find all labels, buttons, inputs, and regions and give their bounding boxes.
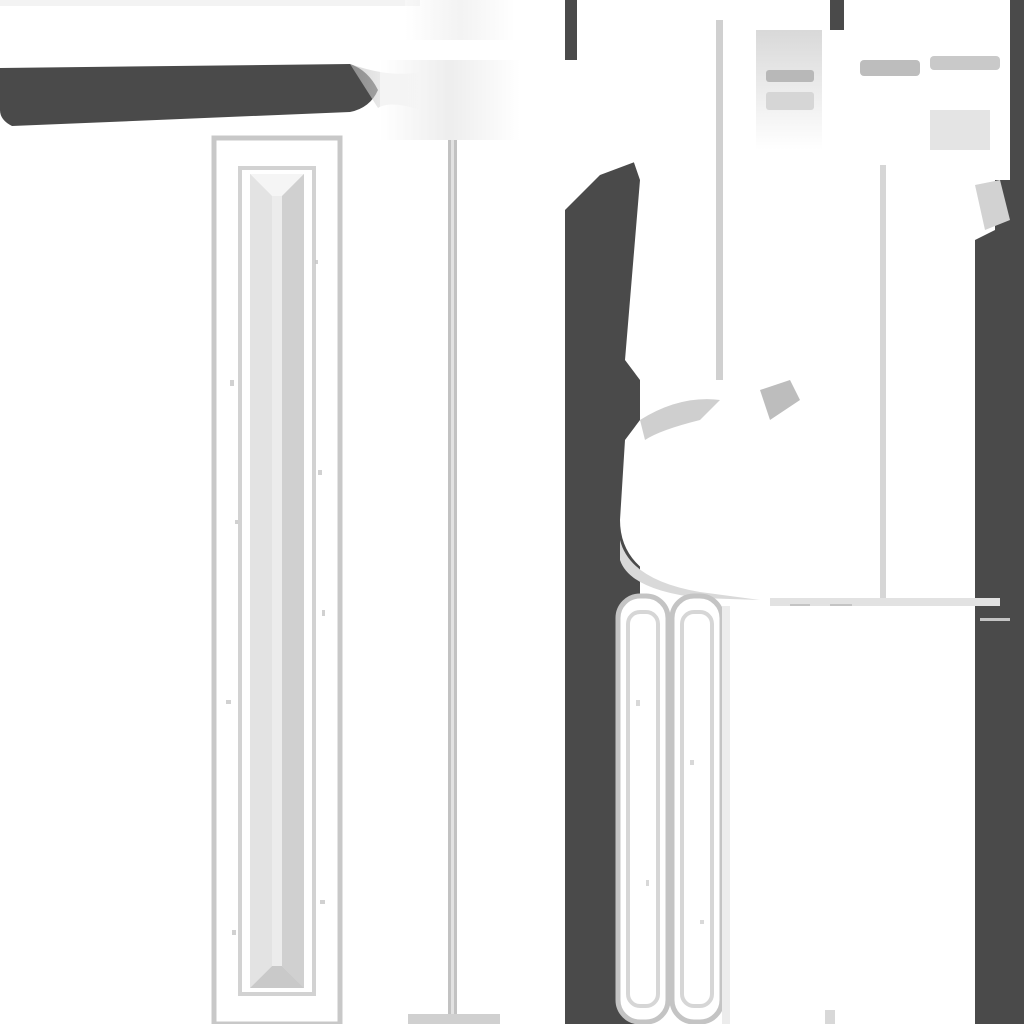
top-dark-bar xyxy=(0,0,420,126)
upper-right-block xyxy=(600,20,1010,605)
hook-piece xyxy=(620,380,1010,621)
top-fade-strip xyxy=(380,0,520,140)
bottom-right-column xyxy=(780,606,975,1024)
thin-vertical-rod xyxy=(408,140,500,1024)
double-slot-pieces xyxy=(615,593,730,1024)
left-panel-frame xyxy=(211,135,343,1024)
